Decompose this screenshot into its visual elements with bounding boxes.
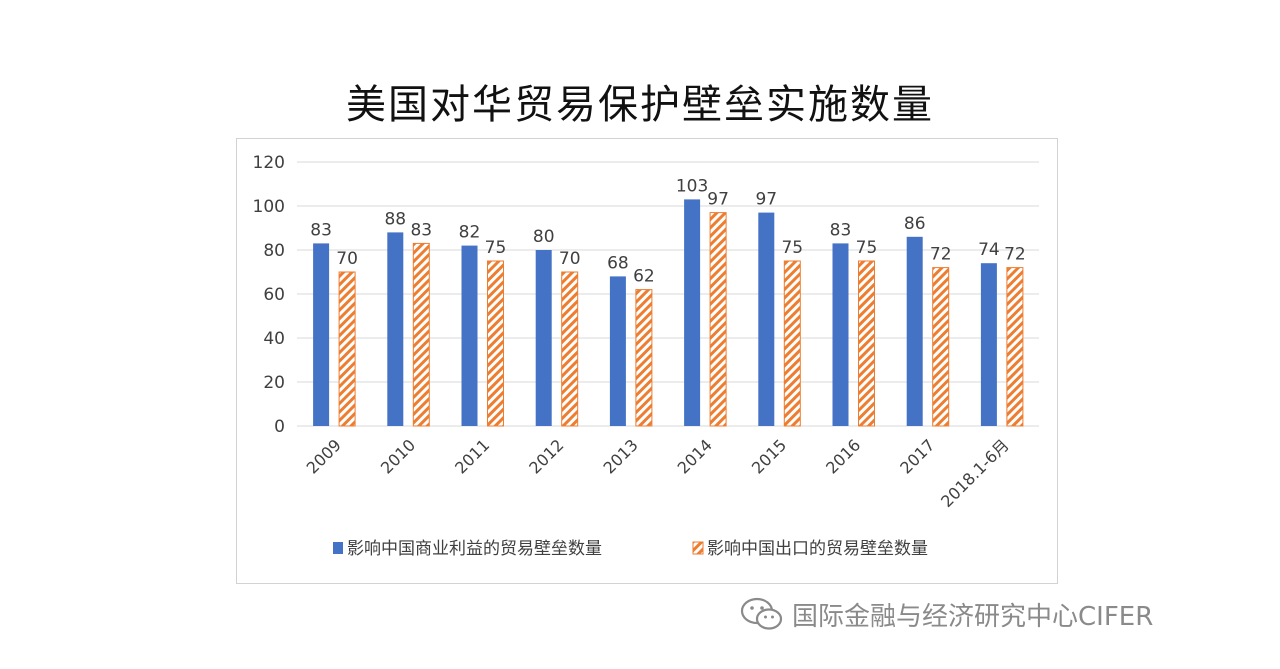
data-label: 97 xyxy=(755,190,777,210)
watermark: 国际金融与经济研究中心CIFER xyxy=(740,594,1153,634)
wechat-icon xyxy=(740,597,783,630)
bar xyxy=(932,267,950,427)
data-label: 82 xyxy=(459,223,481,243)
legend-swatch xyxy=(692,541,704,555)
bar xyxy=(980,263,997,426)
bar xyxy=(758,212,775,426)
y-tick-label: 40 xyxy=(263,329,285,349)
x-tick-label: 2013 xyxy=(600,435,642,477)
x-tick-label: 2016 xyxy=(822,435,864,477)
bar xyxy=(487,260,504,427)
bar xyxy=(858,260,875,427)
y-tick-label: 80 xyxy=(263,241,285,261)
bar xyxy=(561,271,579,427)
data-label: 80 xyxy=(533,227,555,247)
bar xyxy=(609,276,626,426)
data-label: 75 xyxy=(781,238,803,258)
data-label: 83 xyxy=(410,220,432,240)
data-label: 70 xyxy=(559,249,581,269)
data-label: 72 xyxy=(1004,245,1026,265)
data-label: 72 xyxy=(930,245,952,265)
bar xyxy=(412,242,430,427)
x-tick-label: 2010 xyxy=(377,435,419,477)
x-tick-label: 2011 xyxy=(451,435,493,477)
x-tick-label: 2017 xyxy=(896,435,938,477)
bar xyxy=(535,250,552,426)
bar xyxy=(684,199,701,426)
data-label: 70 xyxy=(336,249,358,269)
watermark-text: 国际金融与经济研究中心CIFER xyxy=(792,601,1154,632)
bar xyxy=(461,245,478,426)
bar xyxy=(387,232,404,426)
bar xyxy=(1006,267,1024,427)
y-tick-label: 120 xyxy=(253,153,285,173)
bar xyxy=(338,271,356,427)
legend-swatch xyxy=(333,542,343,554)
x-tick-label: 2012 xyxy=(525,435,567,477)
x-tick-label: 2015 xyxy=(748,435,790,477)
y-tick-label: 0 xyxy=(274,417,285,437)
legend-label: 影响中国商业利益的贸易壁垒数量 xyxy=(347,539,602,559)
bar xyxy=(832,243,849,426)
bar xyxy=(709,212,727,427)
bar xyxy=(313,243,330,426)
bar xyxy=(906,236,923,426)
data-label: 83 xyxy=(310,220,332,240)
chart-container: 0 20 40 60 80 100 120 83 70 2009 88 83 2010 82 75 2011 8… xyxy=(236,138,1058,584)
x-tick-label: 2009 xyxy=(303,435,345,477)
data-label: 62 xyxy=(633,267,655,287)
chart-title: 美国对华贸易保护壁垒实施数量 xyxy=(346,82,934,128)
data-label: 74 xyxy=(978,240,1000,260)
data-label: 75 xyxy=(485,238,507,258)
bar xyxy=(635,289,653,427)
data-label: 83 xyxy=(830,220,852,240)
data-label: 86 xyxy=(904,214,926,234)
legend-label: 影响中国出口的贸易壁垒数量 xyxy=(707,539,928,559)
y-tick-label: 100 xyxy=(253,197,285,217)
data-label: 68 xyxy=(607,253,629,273)
x-tick-label: 2014 xyxy=(674,435,716,477)
data-label: 88 xyxy=(384,209,406,229)
y-tick-label: 60 xyxy=(263,285,285,305)
y-tick-label: 20 xyxy=(263,373,285,393)
data-label: 97 xyxy=(707,190,729,210)
bar-chart: 0204060801001208370200988832010827520118… xyxy=(253,153,1039,559)
data-label: 103 xyxy=(676,176,708,196)
bar xyxy=(783,260,801,427)
x-tick-label: 2018.1-6月 xyxy=(937,435,1013,511)
data-label: 75 xyxy=(856,238,878,258)
